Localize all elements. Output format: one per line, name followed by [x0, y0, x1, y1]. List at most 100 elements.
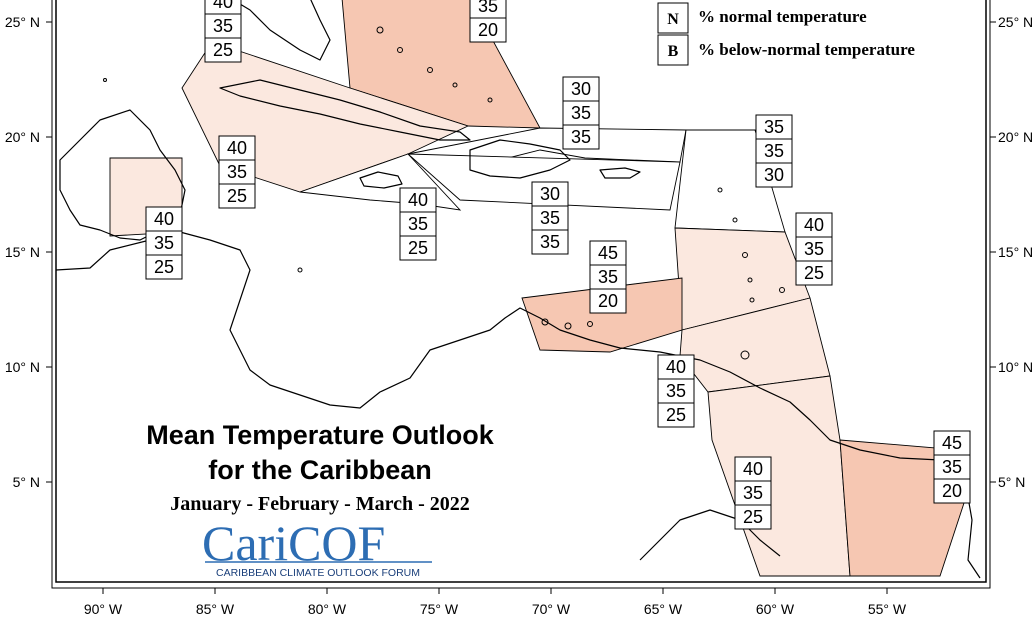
y-tick-label-left: 5° N [13, 474, 40, 490]
prob-value: 20 [942, 481, 962, 501]
prob-value: 35 [227, 162, 247, 182]
prob-value: 35 [666, 381, 686, 401]
prob-value: 35 [804, 239, 824, 259]
probability-boxes: 3520403525403525403525403525303535303535… [145, 0, 971, 530]
prob-value: 35 [743, 483, 763, 503]
prob-value: 35 [213, 16, 233, 36]
region-guyana [707, 375, 851, 577]
x-tick-label: 65° W [644, 601, 683, 617]
prob-value: 25 [227, 186, 247, 206]
prob-value: 40 [408, 190, 428, 210]
prob-value: 25 [154, 257, 174, 277]
y-tick-label-right: 20° N [998, 129, 1033, 145]
prob-cell [589, 288, 627, 314]
x-tick-label: 60° W [756, 601, 795, 617]
small-islands [103, 26, 785, 360]
plot-border [51, 0, 991, 589]
x-tick-label: 85° W [196, 601, 235, 617]
legend-key-box-1 [657, 34, 689, 66]
prob-cell [562, 124, 600, 150]
prob-value: 35 [764, 141, 784, 161]
prob-value: 25 [804, 263, 824, 283]
prob-value: 25 [666, 405, 686, 425]
prob-value: 35 [571, 103, 591, 123]
prob-cell [531, 181, 569, 207]
map-frame [55, 0, 987, 583]
prob-value: 40 [666, 357, 686, 377]
prob-value: 45 [598, 243, 618, 263]
y-tick-label-left: 10° N [5, 359, 40, 375]
prob-value: 40 [154, 209, 174, 229]
prob-box-windward-islands: 40 35 25 [795, 212, 833, 286]
regions-layer [109, 0, 966, 577]
prob-box-suriname-fg: 45 35 20 [933, 430, 971, 504]
y-tick-label-left: 25° N [5, 14, 40, 30]
y-tick-label-right: 5° N [998, 474, 1025, 490]
region-abc [521, 277, 683, 353]
prob-value: 30 [540, 184, 560, 204]
region-bahamas [341, 0, 541, 129]
prob-box-florida-top: 40 35 25 [204, 0, 242, 63]
prob-cell [562, 76, 600, 102]
prob-cell [469, 17, 507, 43]
prob-cell [755, 162, 793, 188]
prob-cell [204, 13, 242, 39]
prob-value: 35 [540, 232, 560, 252]
prob-cell [204, 37, 242, 63]
prob-value: 45 [942, 433, 962, 453]
axes: 90° W 85° W 80° W 75° W 70° W 65° W 60° W 55° W… [5, 14, 1033, 617]
prob-value: 40 [804, 215, 824, 235]
title-block: Mean Temperature Outlook for the Caribbe… [146, 420, 495, 515]
prob-value: 35 [571, 127, 591, 147]
prob-box-abc-islands: 45 35 20 [589, 240, 627, 314]
prob-box-leeward-islands: 35 35 30 [755, 114, 793, 188]
title-line-1: Mean Temperature Outlook [146, 420, 495, 450]
coastlines [55, 0, 981, 579]
prob-cell [218, 183, 256, 209]
prob-value: 40 [743, 459, 763, 479]
prob-cell [734, 480, 772, 506]
prob-box-belize: 40 35 25 [145, 206, 183, 280]
prob-cell [795, 260, 833, 286]
y-tick-label-right: 10° N [998, 359, 1033, 375]
prob-box-trinidad: 40 35 25 [657, 354, 695, 428]
prob-box-jamaica: 40 35 25 [399, 187, 437, 261]
title-period: January - February - March - 2022 [170, 493, 470, 515]
prob-value: 20 [598, 291, 618, 311]
prob-value: 40 [213, 0, 233, 12]
prob-value: 35 [598, 267, 618, 287]
x-tick-label: 55° W [868, 601, 907, 617]
prob-cell [531, 205, 569, 231]
prob-cell [657, 402, 695, 428]
legend: N % normal temperature B % below-normal … [657, 2, 915, 66]
prob-cell [589, 264, 627, 290]
prob-value: 35 [154, 233, 174, 253]
y-tick-label-right: 15° N [998, 244, 1033, 260]
prob-cell [734, 456, 772, 482]
prob-cell [562, 100, 600, 126]
legend-key-1: B [668, 43, 679, 60]
prob-cell [531, 229, 569, 255]
legend-text-1: % below-normal temperature [698, 40, 915, 59]
x-tick-label: 80° W [308, 601, 347, 617]
prob-value: 35 [764, 117, 784, 137]
prob-cell [795, 212, 833, 238]
prob-value: 40 [227, 138, 247, 158]
prob-cell [145, 230, 183, 256]
legend-text-0: % normal temperature [698, 7, 867, 26]
logo-tagline: CARIBBEAN CLIMATE OUTLOOK FORUM [216, 567, 420, 579]
caricof-logo: CariCOF CARIBBEAN CLIMATE OUTLOOK FORUM [202, 515, 432, 579]
prob-value: 35 [540, 208, 560, 228]
y-tick-label-left: 15° N [5, 244, 40, 260]
x-tick-label: 70° W [532, 601, 571, 617]
prob-value: 30 [571, 79, 591, 99]
prob-cell [755, 114, 793, 140]
prob-cell [755, 138, 793, 164]
legend-key-box-0 [657, 2, 689, 34]
prob-box-puerto-rico: 30 35 35 [531, 181, 569, 255]
prob-value: 20 [478, 20, 498, 40]
title-line-2: for the Caribbean [208, 455, 432, 485]
x-tick-label: 75° W [420, 601, 459, 617]
